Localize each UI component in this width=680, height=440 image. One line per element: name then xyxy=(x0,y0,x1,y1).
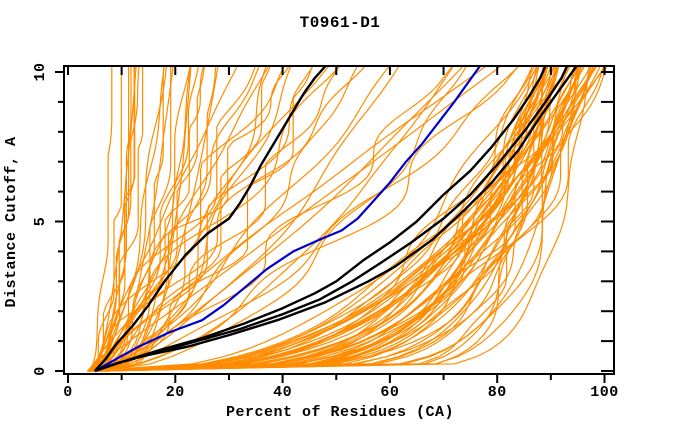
y-axis-label: Distance Cutoff, A xyxy=(3,136,20,307)
ensemble-curve xyxy=(93,66,464,372)
ensemble-curve xyxy=(103,66,219,372)
x-axis-label: Percent of Residues (CA) xyxy=(226,404,454,421)
y-tick-label: 10 xyxy=(32,62,49,81)
ensemble-curve xyxy=(105,66,585,372)
ensemble-curve xyxy=(92,66,286,372)
x-tick-label: 20 xyxy=(166,384,185,401)
ensemble-curve xyxy=(89,66,257,372)
ensemble-curve xyxy=(103,66,341,372)
ensemble-curve xyxy=(91,66,557,372)
x-tick-label: 100 xyxy=(590,384,619,401)
ensemble-curve xyxy=(89,66,538,372)
black-model-1-curve xyxy=(93,66,328,372)
ensemble-curve xyxy=(87,66,113,372)
ensemble-curve xyxy=(106,66,559,372)
ensemble-curve xyxy=(90,66,533,372)
ensemble-curve xyxy=(97,66,390,372)
ensemble-curve xyxy=(104,66,579,372)
ensemble-curve xyxy=(90,66,140,372)
ensemble-curve xyxy=(87,66,314,372)
ensemble-curve xyxy=(93,66,122,372)
blue-model-curve xyxy=(94,66,482,372)
ensemble-curve xyxy=(94,66,590,372)
x-tick-label: 80 xyxy=(488,384,507,401)
ensemble-curve xyxy=(87,66,502,372)
ensemble-curve xyxy=(87,66,487,372)
ensemble-curve xyxy=(99,66,598,372)
ensemble-curve xyxy=(107,66,581,372)
ensemble-curve xyxy=(87,66,260,372)
black-model-3-curve xyxy=(94,66,569,373)
ensemble-curve xyxy=(102,66,549,372)
ensemble-curve xyxy=(102,66,192,372)
ensemble-curve xyxy=(100,66,366,372)
black-model-4-curve xyxy=(94,66,579,373)
ensemble-curve xyxy=(107,66,535,372)
ensemble-curve xyxy=(96,66,191,372)
ensemble-curve xyxy=(101,66,267,372)
ensemble-curve xyxy=(100,66,271,372)
ensemble-curve xyxy=(88,66,137,372)
ensemble-curve xyxy=(93,66,238,372)
ensemble-curve xyxy=(91,66,558,372)
ensemble-curve xyxy=(103,66,520,372)
ensemble-curve xyxy=(105,66,217,372)
y-tick-label: 5 xyxy=(32,217,49,227)
tick-labels: 0 20 40 60 80 100 0 5 10 xyxy=(32,62,619,401)
ensemble-curve xyxy=(87,66,540,372)
plot-frame xyxy=(63,65,615,375)
y-tick-label: 0 xyxy=(32,366,49,376)
x-tick-label: 60 xyxy=(380,384,399,401)
ensemble-curve xyxy=(88,66,144,372)
curves-layer xyxy=(87,66,607,373)
ensemble-curve xyxy=(99,66,455,372)
ensemble-curve xyxy=(101,66,549,372)
ensemble-curve xyxy=(88,66,165,372)
axes-frame xyxy=(55,65,615,383)
ensemble-curve xyxy=(88,66,358,372)
x-tick-label: 0 xyxy=(63,384,73,401)
ensemble-curve xyxy=(104,66,292,372)
ensemble-curve xyxy=(98,66,544,372)
ensemble-curve xyxy=(107,66,552,372)
chart-title: T0961-D1 xyxy=(300,14,381,32)
black-model-2-curve xyxy=(94,66,547,373)
ensemble-curve xyxy=(107,66,454,372)
ensemble-curve xyxy=(90,66,558,372)
ensemble-curve xyxy=(107,66,581,372)
ensemble-curve xyxy=(102,66,468,372)
x-tick-label: 40 xyxy=(273,384,292,401)
ensemble-curve xyxy=(101,66,330,372)
